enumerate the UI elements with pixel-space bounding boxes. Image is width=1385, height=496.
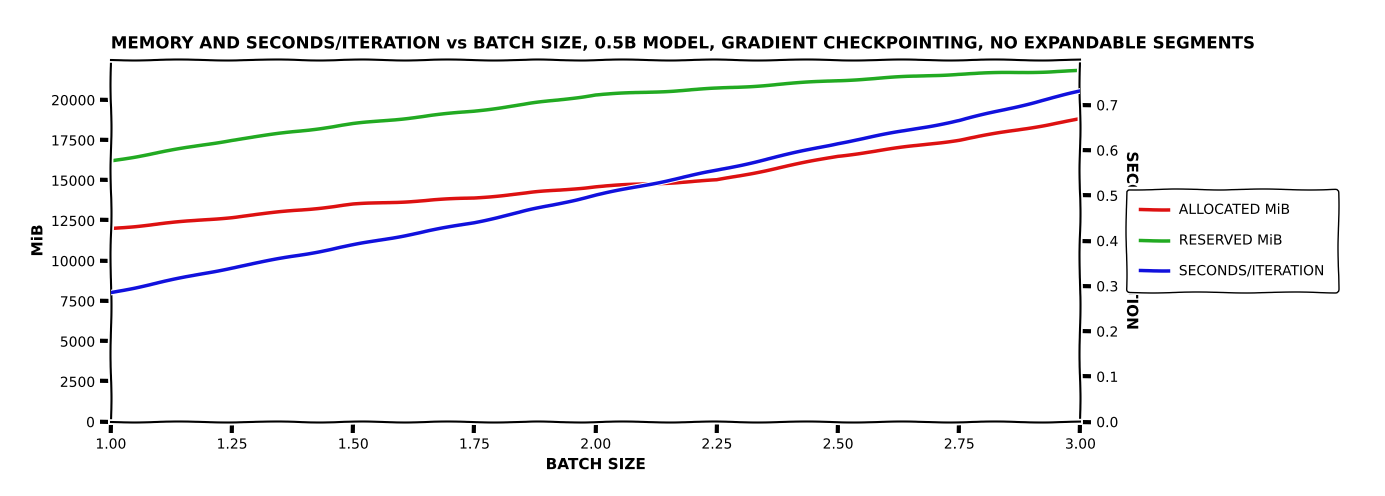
Line: ALLOCATED MiB: ALLOCATED MiB — [111, 119, 1080, 229]
RESERVED MiB — [708, 85, 726, 91]
SECONDS/ITERATION — [224, 265, 241, 271]
SECONDS/ITERATION — [587, 192, 604, 198]
ALLOCATED MiB — [587, 184, 604, 189]
Line: SECONDS/ITERATION: SECONDS/ITERATION — [111, 91, 1080, 293]
Line: RESERVED MiB: RESERVED MiB — [111, 71, 1080, 161]
SECONDS/ITERATION — [950, 118, 967, 124]
RESERVED MiB — [102, 158, 119, 164]
ALLOCATED MiB — [465, 195, 482, 201]
RESERVED MiB — [465, 108, 482, 114]
ALLOCATED MiB — [950, 137, 967, 143]
Text: MEMORY AND SECONDS/ITERATION vs BATCH SIZE, 0.5B MODEL, GRADIENT CHECKPOINTING, : MEMORY AND SECONDS/ITERATION vs BATCH SI… — [111, 34, 1252, 53]
SECONDS/ITERATION — [465, 219, 482, 225]
ALLOCATED MiB — [345, 201, 361, 207]
SECONDS/ITERATION — [708, 168, 726, 174]
SECONDS/ITERATION — [1072, 88, 1089, 94]
Y-axis label: MiB: MiB — [30, 225, 46, 256]
SECONDS/ITERATION — [102, 290, 119, 296]
ALLOCATED MiB — [1072, 116, 1089, 122]
SECONDS/ITERATION — [830, 140, 846, 146]
ALLOCATED MiB — [708, 177, 726, 183]
RESERVED MiB — [224, 137, 241, 143]
RESERVED MiB — [1072, 68, 1089, 74]
RESERVED MiB — [345, 121, 361, 127]
ALLOCATED MiB — [224, 214, 241, 220]
ALLOCATED MiB — [830, 153, 846, 159]
Y-axis label: SECONDS/ITERATION: SECONDS/ITERATION — [1125, 151, 1138, 330]
RESERVED MiB — [950, 71, 967, 77]
ALLOCATED MiB — [102, 226, 119, 232]
RESERVED MiB — [830, 77, 846, 83]
Legend: ALLOCATED MiB, RESERVED MiB, SECONDS/ITERATION: ALLOCATED MiB, RESERVED MiB, SECONDS/ITE… — [1126, 189, 1338, 292]
X-axis label: BATCH SIZE: BATCH SIZE — [546, 457, 645, 472]
RESERVED MiB — [587, 92, 604, 98]
SECONDS/ITERATION — [345, 242, 361, 248]
